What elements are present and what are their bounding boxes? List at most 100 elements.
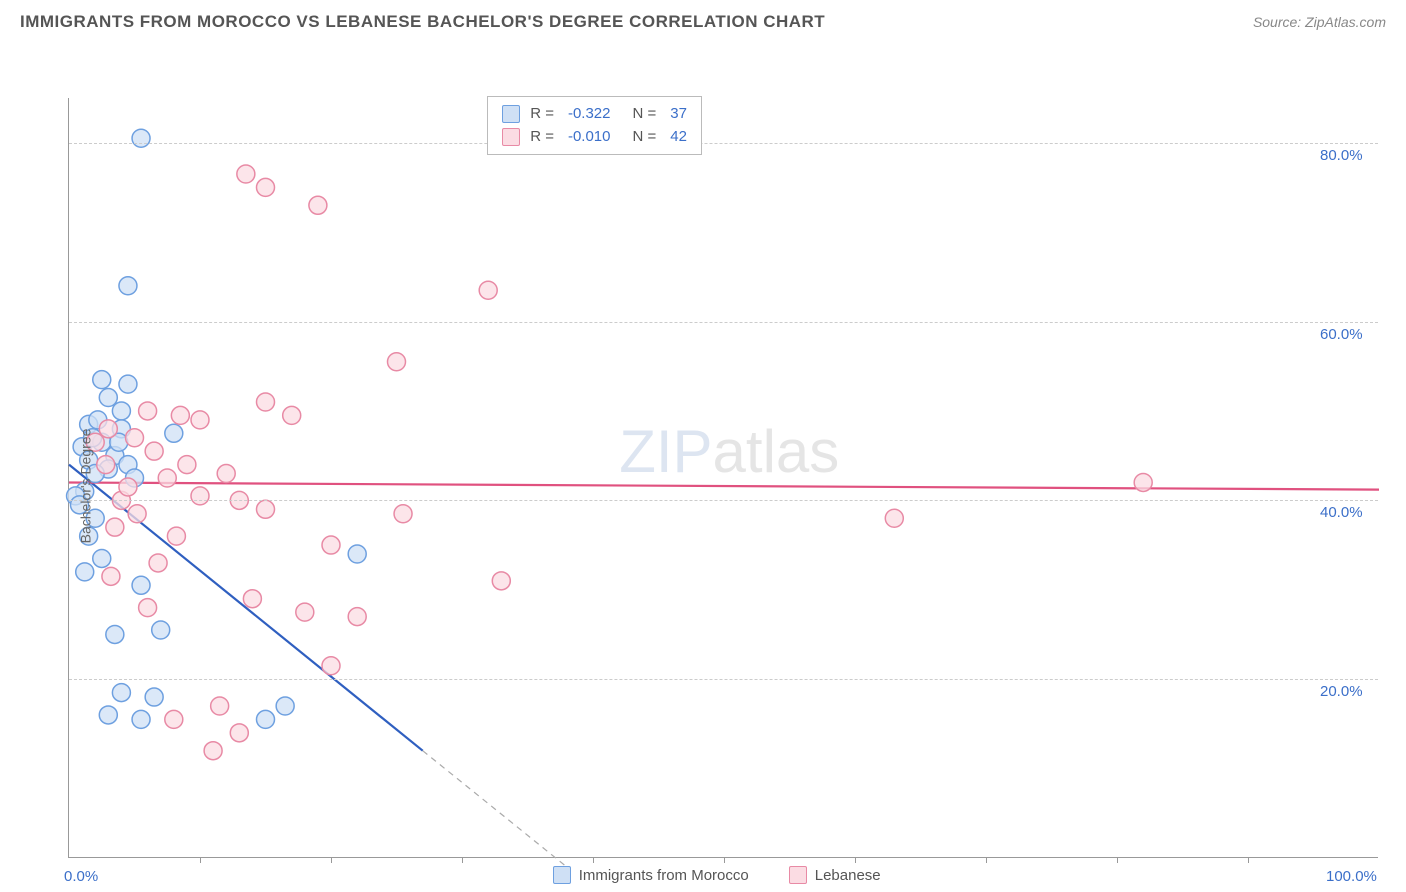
data-point <box>296 603 314 621</box>
y-axis-label: Bachelor's Degree <box>77 429 93 544</box>
gridline <box>69 679 1378 680</box>
trendline-extrapolated <box>423 751 567 867</box>
data-point <box>149 554 167 572</box>
data-point <box>132 129 150 147</box>
y-tick-label: 60.0% <box>1320 326 1363 343</box>
data-point <box>119 478 137 496</box>
data-point <box>257 178 275 196</box>
gridline <box>69 322 1378 323</box>
data-point <box>388 353 406 371</box>
trendline <box>69 482 1379 489</box>
data-point <box>126 429 144 447</box>
data-point <box>257 393 275 411</box>
data-point <box>230 724 248 742</box>
scatter-plot-svg <box>69 98 1379 858</box>
data-point <box>132 710 150 728</box>
data-point <box>76 563 94 581</box>
data-point <box>93 371 111 389</box>
legend-series-item: Immigrants from Morocco <box>553 866 749 884</box>
y-tick-label: 20.0% <box>1320 683 1363 700</box>
data-point <box>257 500 275 518</box>
data-point <box>191 487 209 505</box>
data-point <box>885 509 903 527</box>
data-point <box>322 657 340 675</box>
data-point <box>492 572 510 590</box>
legend-series: Immigrants from Morocco Lebanese <box>553 866 881 884</box>
x-tick <box>331 857 332 863</box>
r-label: R = <box>530 103 554 126</box>
data-point <box>257 710 275 728</box>
legend-stats-row: R = -0.322 N = 37 <box>502 103 687 126</box>
x-tick <box>855 857 856 863</box>
gridline <box>69 500 1378 501</box>
r-label: R = <box>530 126 554 149</box>
x-tick <box>200 857 201 863</box>
data-point <box>99 420 117 438</box>
data-point <box>479 281 497 299</box>
data-point <box>119 277 137 295</box>
data-point <box>102 567 120 585</box>
data-point <box>322 536 340 554</box>
n-label: N = <box>633 103 657 126</box>
y-tick-label: 40.0% <box>1320 504 1363 521</box>
source-name: ZipAtlas.com <box>1305 14 1386 30</box>
data-point <box>139 402 157 420</box>
data-point <box>171 406 189 424</box>
data-point <box>106 625 124 643</box>
chart-header: IMMIGRANTS FROM MOROCCO VS LEBANESE BACH… <box>0 0 1406 40</box>
legend-stats-box: R = -0.322 N = 37 R = -0.010 N = 42 <box>487 96 702 155</box>
data-point <box>204 742 222 760</box>
data-point <box>145 688 163 706</box>
legend-series-item: Lebanese <box>789 866 881 884</box>
data-point <box>211 697 229 715</box>
x-axis-min-label: 0.0% <box>64 868 98 885</box>
x-tick <box>1117 857 1118 863</box>
source-attribution: Source: ZipAtlas.com <box>1253 14 1386 30</box>
n-value: 37 <box>670 103 687 126</box>
data-point <box>237 165 255 183</box>
data-point <box>394 505 412 523</box>
r-value: -0.010 <box>568 126 611 149</box>
legend-swatch <box>553 866 571 884</box>
plot-area: ZIPatlas <box>68 98 1378 858</box>
data-point <box>93 549 111 567</box>
data-point <box>106 518 124 536</box>
data-point <box>178 456 196 474</box>
source-label: Source: <box>1253 14 1301 30</box>
x-tick <box>462 857 463 863</box>
legend-stats-row: R = -0.010 N = 42 <box>502 126 687 149</box>
data-point <box>1134 473 1152 491</box>
x-axis-max-label: 100.0% <box>1326 868 1377 885</box>
data-point <box>112 402 130 420</box>
data-point <box>348 545 366 563</box>
data-point <box>145 442 163 460</box>
n-value: 42 <box>670 126 687 149</box>
legend-series-name: Immigrants from Morocco <box>579 867 749 884</box>
gridline <box>69 143 1378 144</box>
data-point <box>128 505 146 523</box>
data-point <box>276 697 294 715</box>
data-point <box>243 590 261 608</box>
data-point <box>191 411 209 429</box>
legend-swatch <box>502 105 520 123</box>
x-tick <box>986 857 987 863</box>
data-point <box>165 424 183 442</box>
data-point <box>165 710 183 728</box>
legend-swatch <box>502 128 520 146</box>
data-point <box>119 375 137 393</box>
data-point <box>167 527 185 545</box>
data-point <box>283 406 301 424</box>
r-value: -0.322 <box>568 103 611 126</box>
data-point <box>112 684 130 702</box>
data-point <box>99 706 117 724</box>
data-point <box>217 465 235 483</box>
data-point <box>348 608 366 626</box>
x-tick <box>1248 857 1249 863</box>
n-label: N = <box>633 126 657 149</box>
data-point <box>99 389 117 407</box>
legend-series-name: Lebanese <box>815 867 881 884</box>
data-point <box>152 621 170 639</box>
chart-title: IMMIGRANTS FROM MOROCCO VS LEBANESE BACH… <box>20 12 825 32</box>
data-point <box>132 576 150 594</box>
data-point <box>139 599 157 617</box>
